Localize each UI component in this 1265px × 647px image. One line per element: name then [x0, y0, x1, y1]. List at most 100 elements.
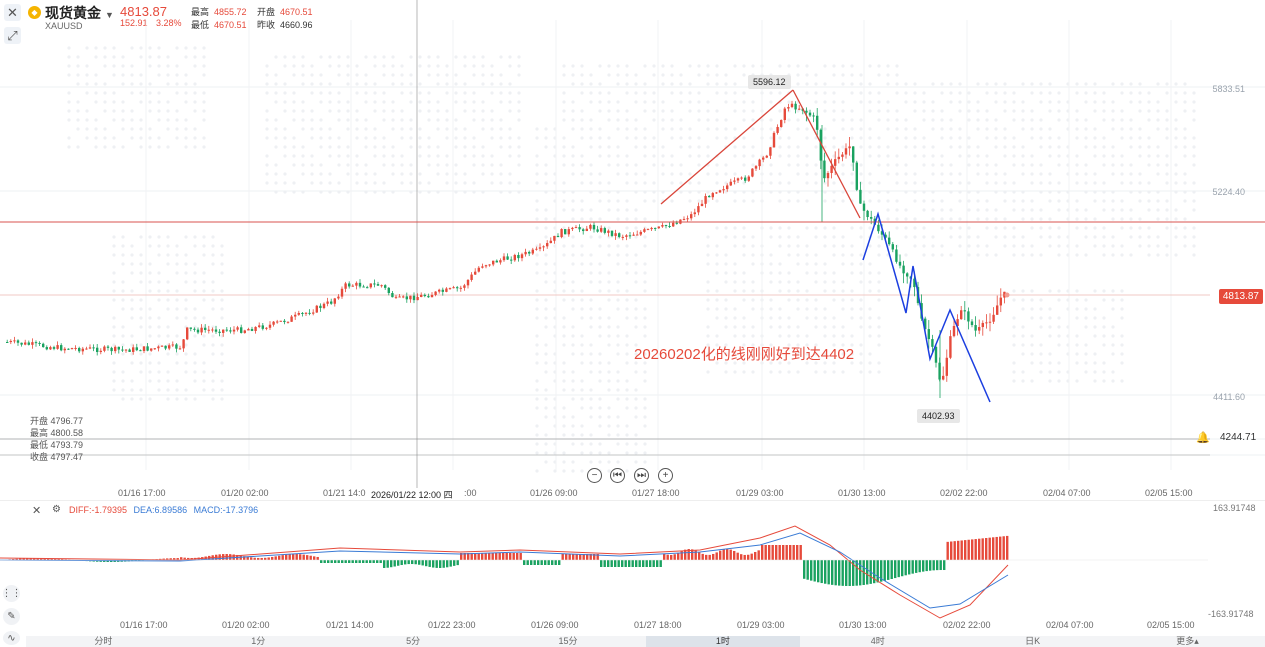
map-dot — [679, 100, 683, 104]
map-dot — [868, 100, 872, 104]
macd-bar — [831, 560, 834, 585]
map-dot — [184, 145, 188, 149]
map-dot — [877, 109, 881, 113]
macd-bar — [358, 560, 361, 563]
map-dot — [202, 343, 206, 347]
candle-body — [942, 375, 945, 380]
close-icon[interactable]: ✕ — [4, 4, 21, 21]
symbol-selector[interactable]: 现货黄金 ▼ — [45, 3, 114, 23]
timeframe-more[interactable]: 更多▴ — [1176, 636, 1199, 646]
map-dot — [1192, 199, 1196, 203]
bell-icon[interactable]: 🔔 — [1196, 432, 1210, 444]
map-dot — [706, 280, 710, 284]
timeframe-tab[interactable]: 4时 — [870, 636, 885, 646]
candle-body — [236, 327, 239, 330]
map-dot — [877, 235, 881, 239]
candle-body — [931, 339, 934, 347]
candle-body — [826, 173, 830, 179]
map-dot — [112, 64, 116, 68]
map-dot — [517, 73, 521, 77]
map-dot — [724, 316, 728, 320]
map-dot — [184, 55, 188, 59]
map-dot — [940, 208, 944, 212]
macd-bar — [603, 560, 606, 567]
map-dot — [859, 262, 863, 266]
close-indicator-icon[interactable]: ✕ — [32, 505, 42, 517]
map-dot — [1084, 307, 1088, 311]
macd-bar — [806, 560, 809, 580]
map-dot — [571, 118, 575, 122]
timeframe-tab[interactable]: 1分 — [251, 636, 266, 646]
timeframe-tab-active[interactable]: 1时 — [645, 636, 801, 647]
timeframe-tab[interactable]: 日K — [1025, 636, 1041, 646]
map-dot — [1120, 289, 1124, 293]
map-dot — [364, 118, 368, 122]
map-dot — [481, 109, 485, 113]
chart-type-icon[interactable]: ∿ — [3, 631, 20, 645]
timeframe-tab[interactable]: 分时 — [94, 636, 113, 646]
map-dot — [769, 235, 773, 239]
map-dot — [634, 145, 638, 149]
map-dot — [850, 253, 854, 257]
map-dot — [139, 100, 143, 104]
map-dot — [607, 118, 611, 122]
map-dot — [850, 298, 854, 302]
macd-bar — [967, 539, 970, 560]
map-dot — [265, 118, 269, 122]
pencil-icon[interactable]: ✎ — [3, 608, 20, 625]
map-dot — [562, 289, 566, 293]
timeframe-tab[interactable]: 15分 — [558, 636, 578, 646]
map-dot — [121, 109, 125, 113]
map-dot — [571, 73, 575, 77]
map-dot — [940, 154, 944, 158]
map-dot — [130, 262, 134, 266]
map-dot — [292, 64, 296, 68]
macd-bar — [845, 560, 848, 586]
candle-body — [63, 348, 66, 351]
map-dot — [400, 127, 404, 131]
macd-bar — [166, 558, 169, 560]
draw-tool-icon[interactable]: ⤢ — [4, 27, 21, 44]
map-dot — [859, 127, 863, 131]
map-dot — [1129, 118, 1133, 122]
map-dot — [580, 379, 584, 383]
map-dot — [445, 181, 449, 185]
map-dot — [1030, 361, 1034, 365]
map-dot — [850, 91, 854, 95]
map-dot — [1075, 82, 1079, 86]
macd-bar — [554, 560, 557, 565]
map-dot — [274, 145, 278, 149]
map-dot — [175, 73, 179, 77]
map-dot — [130, 289, 134, 293]
map-dot — [193, 244, 197, 248]
macd-bar — [663, 553, 666, 560]
zoom-in-button[interactable]: + — [658, 468, 673, 483]
map-dot — [643, 154, 647, 158]
settings-icon[interactable]: ⚙ — [52, 504, 61, 515]
timeframe-tab[interactable]: 5分 — [406, 636, 421, 646]
map-dot — [157, 388, 161, 392]
zoom-out-button[interactable]: − — [587, 468, 602, 483]
scroll-right-button[interactable]: ⏭ — [634, 468, 649, 483]
map-dot — [1165, 82, 1169, 86]
map-dot — [1102, 199, 1106, 203]
map-dot — [1138, 181, 1142, 185]
map-dot — [625, 352, 629, 356]
candle-body — [740, 177, 743, 179]
chevron-down-icon[interactable]: ▼ — [105, 10, 114, 20]
scroll-left-button[interactable]: ⏮ — [610, 468, 625, 483]
map-dot — [778, 307, 782, 311]
indicator-icon[interactable]: ⋮⋮ — [2, 585, 22, 602]
annotation-text[interactable]: 20260202化的线刚刚好到达4402 — [634, 346, 855, 363]
map-dot — [328, 109, 332, 113]
map-dot — [517, 100, 521, 104]
candle-body — [434, 291, 437, 295]
map-dot — [787, 316, 791, 320]
candlestick-chart[interactable] — [0, 0, 1265, 500]
candle-body — [794, 103, 797, 110]
map-dot — [1030, 316, 1034, 320]
map-dot — [634, 253, 638, 257]
map-dot — [634, 406, 638, 410]
macd-bar — [544, 560, 547, 565]
macd-chart[interactable] — [0, 500, 1265, 636]
